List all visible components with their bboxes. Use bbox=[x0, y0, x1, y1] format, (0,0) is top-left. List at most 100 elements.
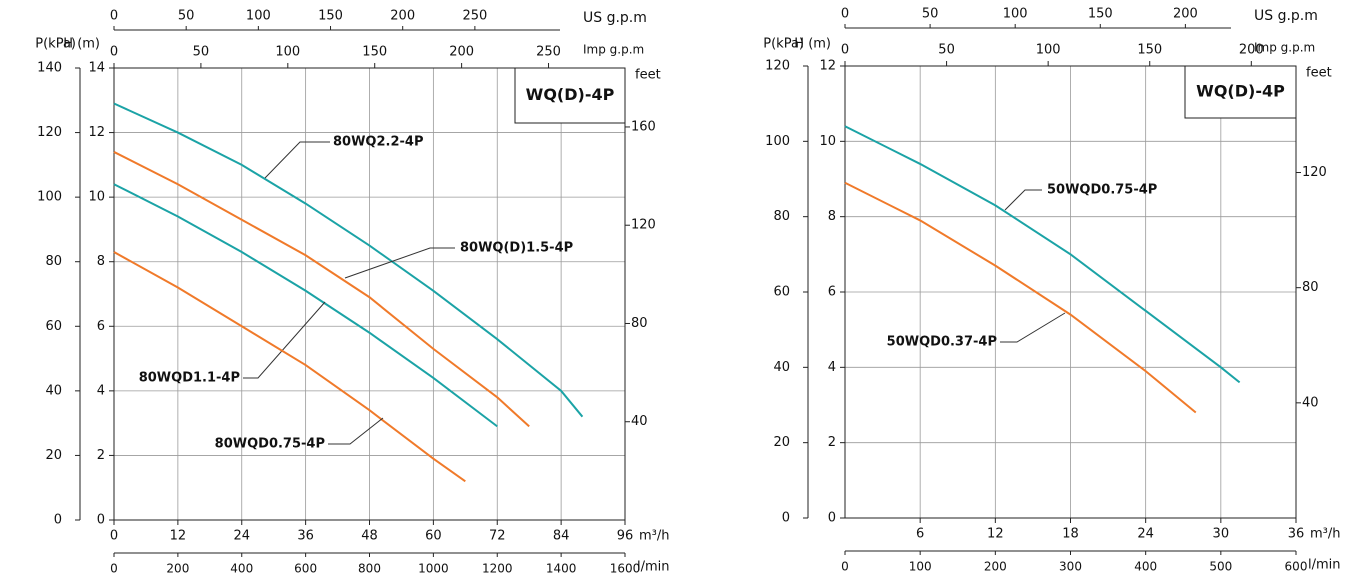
y-tick-label: 8 bbox=[828, 209, 836, 224]
chart-title: WQ(D)-4P bbox=[526, 85, 615, 104]
curve-label: 80WQ(D)1.5-4P bbox=[460, 241, 573, 256]
us-tick-label: 200 bbox=[390, 9, 415, 24]
p-tick-label: 60 bbox=[45, 319, 62, 334]
curve-label: 80WQD1.1-4P bbox=[139, 371, 240, 386]
y-tick-label: 10 bbox=[819, 134, 836, 149]
leader-line bbox=[1004, 189, 1042, 211]
p-tick-label: 0 bbox=[54, 513, 62, 528]
curve-label: 50WQD0.37-4P bbox=[887, 335, 997, 350]
curve bbox=[113, 183, 498, 428]
imp-axis-label: Imp g.p.m bbox=[583, 43, 644, 57]
imp-tick-label: 100 bbox=[1036, 43, 1061, 58]
y-tick-label: 4 bbox=[97, 383, 105, 398]
p-tick-label: 120 bbox=[37, 125, 62, 140]
leader-line bbox=[328, 417, 384, 445]
leader-line bbox=[1000, 312, 1066, 343]
y-tick-label: 0 bbox=[828, 511, 836, 526]
lmin-tick-label: 1600 bbox=[610, 562, 641, 576]
y-tick-label: 0 bbox=[97, 513, 105, 528]
plot-frame bbox=[844, 65, 1297, 519]
y-axis-label: H (m) bbox=[794, 37, 831, 52]
imp-tick-label: 250 bbox=[536, 45, 561, 60]
us-tick-label: 150 bbox=[318, 9, 343, 24]
lmin-tick-label: 1000 bbox=[418, 562, 449, 576]
x-tick-label: 24 bbox=[1137, 527, 1154, 542]
lmin-tick-label: 0 bbox=[841, 560, 849, 574]
p-tick-label: 80 bbox=[773, 209, 790, 224]
lmin-tick-label: 400 bbox=[1134, 560, 1157, 574]
leader-line bbox=[344, 247, 455, 279]
p-tick-label: 20 bbox=[45, 448, 62, 463]
y2-tick-label: 120 bbox=[1302, 165, 1327, 180]
p-axis-label: P(kPa) bbox=[35, 37, 76, 52]
us-tick-label: 100 bbox=[1003, 7, 1028, 22]
us-axis-label: US g.p.m bbox=[583, 10, 647, 26]
imp-tick-label: 50 bbox=[938, 43, 955, 58]
y-tick-label: 2 bbox=[828, 435, 836, 450]
y-tick-label: 10 bbox=[88, 190, 105, 205]
lmin-tick-label: 100 bbox=[909, 560, 932, 574]
imp-tick-label: 0 bbox=[841, 43, 849, 58]
x-tick-label: 12 bbox=[170, 529, 187, 544]
us-tick-label: 200 bbox=[1173, 7, 1198, 22]
p-axis-label: P(kPa) bbox=[763, 37, 804, 52]
x-axis-label: m³/h bbox=[1310, 527, 1341, 542]
y2-tick-label: 160 bbox=[631, 119, 656, 134]
us-tick-label: 0 bbox=[841, 7, 849, 22]
x-tick-label: 0 bbox=[110, 529, 118, 544]
curve bbox=[113, 251, 466, 483]
x-tick-label: 6 bbox=[916, 527, 924, 542]
us-axis-label: US g.p.m bbox=[1254, 8, 1318, 24]
x-tick-label: 24 bbox=[233, 529, 250, 544]
leader-line bbox=[243, 301, 326, 379]
curve bbox=[113, 151, 530, 428]
curve bbox=[113, 102, 584, 418]
p-tick-label: 60 bbox=[773, 285, 790, 300]
leader-line bbox=[264, 141, 330, 179]
p-tick-label: 40 bbox=[773, 360, 790, 375]
lmin-tick-label: 0 bbox=[110, 562, 118, 576]
us-tick-label: 100 bbox=[246, 9, 271, 24]
lmin-tick-label: 200 bbox=[166, 562, 189, 576]
imp-tick-label: 0 bbox=[110, 45, 118, 60]
y2-tick-label: 80 bbox=[1302, 280, 1319, 295]
imp-tick-label: 150 bbox=[362, 45, 387, 60]
x-tick-label: 30 bbox=[1213, 527, 1230, 542]
us-tick-label: 250 bbox=[462, 9, 487, 24]
x-tick-label: 48 bbox=[361, 529, 378, 544]
lmin-tick-label: 1400 bbox=[546, 562, 577, 576]
curve bbox=[844, 125, 1241, 384]
p-tick-label: 120 bbox=[765, 59, 790, 74]
lmin-tick-label: 800 bbox=[358, 562, 381, 576]
curve-label: 80WQ2.2-4P bbox=[333, 135, 423, 150]
p-tick-label: 140 bbox=[37, 61, 62, 76]
y2-axis-label: feet bbox=[1306, 66, 1332, 81]
y2-tick-label: 80 bbox=[631, 316, 648, 331]
x-tick-label: 72 bbox=[489, 529, 506, 544]
y-axis-label: H (m) bbox=[63, 37, 100, 52]
x-tick-label: 84 bbox=[553, 529, 570, 544]
x-tick-label: 36 bbox=[1288, 527, 1305, 542]
imp-tick-label: 150 bbox=[1137, 43, 1162, 58]
us-tick-label: 0 bbox=[110, 9, 118, 24]
imp-tick-label: 200 bbox=[1239, 43, 1264, 58]
p-tick-label: 80 bbox=[45, 254, 62, 269]
imp-tick-label: 100 bbox=[275, 45, 300, 60]
us-tick-label: 50 bbox=[178, 9, 195, 24]
us-tick-label: 50 bbox=[922, 7, 939, 22]
y2-tick-label: 120 bbox=[631, 218, 656, 233]
title-box bbox=[514, 67, 626, 124]
p-tick-label: 20 bbox=[773, 435, 790, 450]
p-tick-label: 40 bbox=[45, 383, 62, 398]
lmin-tick-label: 1200 bbox=[482, 562, 513, 576]
y-tick-label: 12 bbox=[819, 59, 836, 74]
y-tick-label: 2 bbox=[97, 448, 105, 463]
p-tick-label: 0 bbox=[782, 511, 790, 526]
y2-axis-label: feet bbox=[635, 68, 661, 83]
plot-frame bbox=[113, 67, 626, 521]
p-tick-label: 100 bbox=[765, 134, 790, 149]
lmin-tick-label: 600 bbox=[1285, 560, 1308, 574]
p-tick-label: 100 bbox=[37, 190, 62, 205]
y-tick-label: 8 bbox=[97, 254, 105, 269]
